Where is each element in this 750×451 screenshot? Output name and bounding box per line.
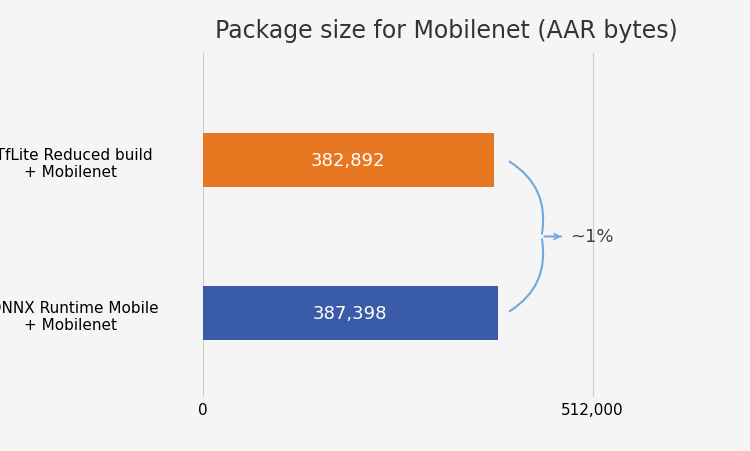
Text: ~1%: ~1%	[571, 228, 614, 246]
Bar	[202, 134, 494, 188]
Bar	[202, 286, 497, 340]
Title: Package size for Mobilenet (AAR bytes): Package size for Mobilenet (AAR bytes)	[214, 18, 678, 42]
Text: 387,398: 387,398	[313, 304, 387, 322]
Text: 382,892: 382,892	[311, 152, 386, 170]
